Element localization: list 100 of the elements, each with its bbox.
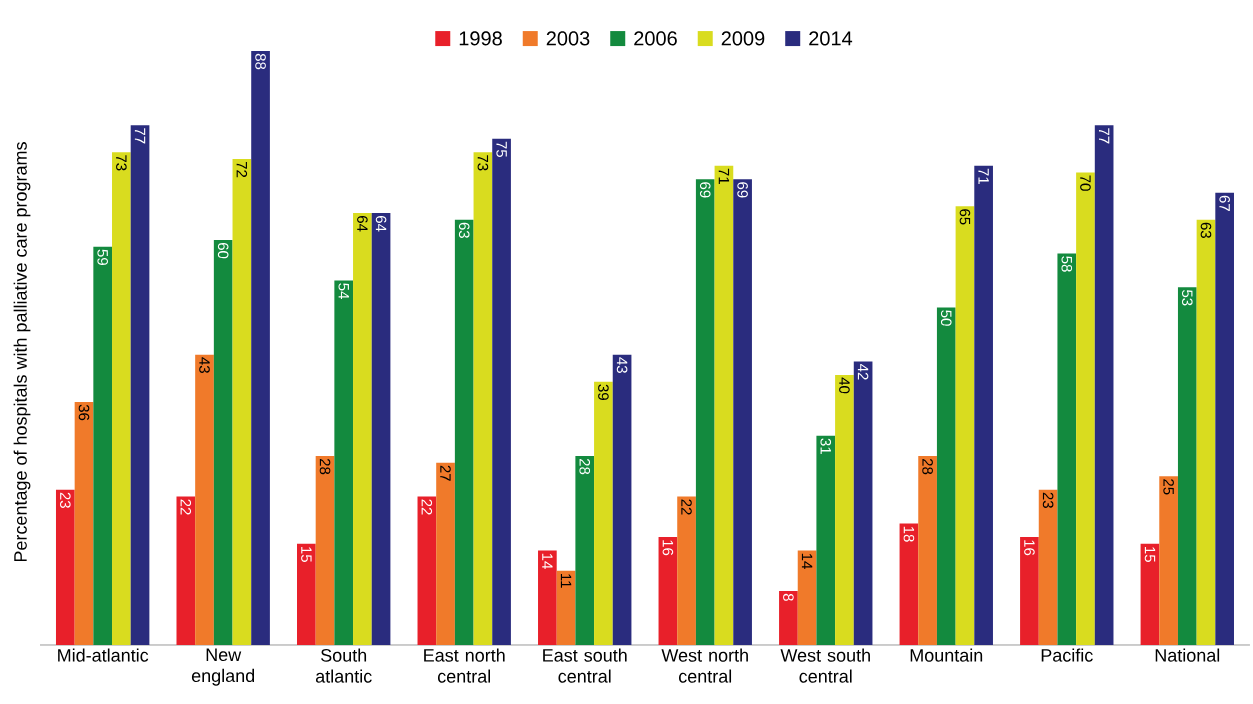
bar <box>417 496 437 645</box>
bar <box>1038 489 1058 645</box>
data-label: 73 <box>477 155 489 171</box>
data-label: 42 <box>857 364 869 380</box>
bar <box>93 246 113 645</box>
data-label: 28 <box>319 458 331 475</box>
bar <box>1057 253 1077 645</box>
bar <box>213 240 233 645</box>
bar <box>112 152 131 645</box>
data-label: 18 <box>903 526 915 542</box>
data-label: 77 <box>134 128 146 144</box>
bar <box>1094 125 1114 645</box>
bar <box>1076 172 1095 645</box>
bar <box>1159 476 1178 645</box>
data-label: 70 <box>1080 175 1091 191</box>
legend-label: 2009 <box>721 31 765 46</box>
data-label: 39 <box>598 384 609 400</box>
bar <box>130 125 150 645</box>
bar <box>677 496 696 645</box>
bar <box>695 179 715 645</box>
x-tick-label: East north central <box>424 648 505 683</box>
data-label: 28 <box>922 458 933 475</box>
bar <box>899 523 919 645</box>
data-label: 22 <box>180 499 192 515</box>
bar <box>974 165 993 645</box>
data-label: 36 <box>78 404 90 421</box>
data-label: 65 <box>959 209 971 225</box>
bar <box>492 138 511 645</box>
bar <box>816 435 836 645</box>
data-label: 59 <box>97 249 108 265</box>
x-tick-label: South atlantic <box>315 648 372 683</box>
data-label: 28 <box>579 458 591 475</box>
x-tick-label: National <box>1155 648 1220 662</box>
x-tick-label: New england <box>191 648 255 686</box>
bar <box>594 381 613 645</box>
data-label: 31 <box>820 438 832 454</box>
bar <box>55 489 75 645</box>
data-label: 16 <box>1024 540 1035 556</box>
data-label: 63 <box>1200 222 1212 238</box>
data-label: 16 <box>662 540 674 556</box>
data-label: 25 <box>1163 479 1174 495</box>
x-tick-label: Pacific <box>1041 648 1093 662</box>
data-label: 69 <box>737 182 748 198</box>
bar <box>315 455 335 645</box>
data-label: 75 <box>496 141 507 158</box>
bar <box>658 536 678 645</box>
data-label: 71 <box>978 168 989 184</box>
data-label: 8 <box>783 593 794 601</box>
bar <box>1196 219 1216 645</box>
data-label: 69 <box>699 182 711 198</box>
bar <box>955 206 975 645</box>
data-label: 14 <box>801 553 813 569</box>
bar <box>918 455 937 645</box>
bar <box>334 280 354 645</box>
data-label: 14 <box>542 553 553 569</box>
data-label: 88 <box>255 53 266 70</box>
data-label: 72 <box>236 161 248 178</box>
bar <box>473 152 493 645</box>
data-label: 60 <box>217 242 229 259</box>
bar <box>353 213 372 645</box>
x-tick-label: West north central <box>661 648 748 683</box>
bar <box>556 570 576 645</box>
bar <box>575 455 595 645</box>
bar <box>612 354 632 645</box>
legend-label: 1998 <box>459 31 502 46</box>
bar <box>1020 536 1039 645</box>
bar <box>1177 287 1197 645</box>
bar <box>835 374 854 645</box>
data-label: 15 <box>301 547 312 562</box>
data-label: 15 <box>1144 547 1156 562</box>
bar <box>779 590 798 645</box>
data-label: 71 <box>718 168 730 184</box>
data-label: 77 <box>1098 128 1110 144</box>
data-label: 64 <box>375 215 387 232</box>
bar <box>74 401 94 645</box>
data-label: 40 <box>839 377 850 394</box>
bar <box>797 550 817 645</box>
data-label: 50 <box>940 310 952 326</box>
data-label: 54 <box>338 283 349 299</box>
bar <box>733 179 752 645</box>
bar <box>232 159 252 645</box>
bar <box>371 213 391 645</box>
x-tick-label: East south central <box>543 648 627 683</box>
legend-label: 2014 <box>809 31 853 46</box>
y-axis-title: Percentage of hospitals with palliative care programs <box>13 142 31 562</box>
data-label: 43 <box>199 357 210 373</box>
x-tick-label: West south central <box>780 648 870 683</box>
data-label: 22 <box>681 499 692 515</box>
bar <box>714 165 734 645</box>
data-label: 64 <box>357 215 368 232</box>
data-label: 73 <box>116 155 127 171</box>
bar <box>176 496 196 645</box>
data-label: 23 <box>1042 492 1054 508</box>
data-label: 11 <box>560 574 572 588</box>
bar <box>195 354 214 645</box>
data-label: 23 <box>60 492 71 508</box>
bar <box>1140 543 1160 645</box>
data-label: 22 <box>421 499 433 515</box>
bar <box>454 219 474 645</box>
x-tick-label: Mountain <box>910 648 983 662</box>
